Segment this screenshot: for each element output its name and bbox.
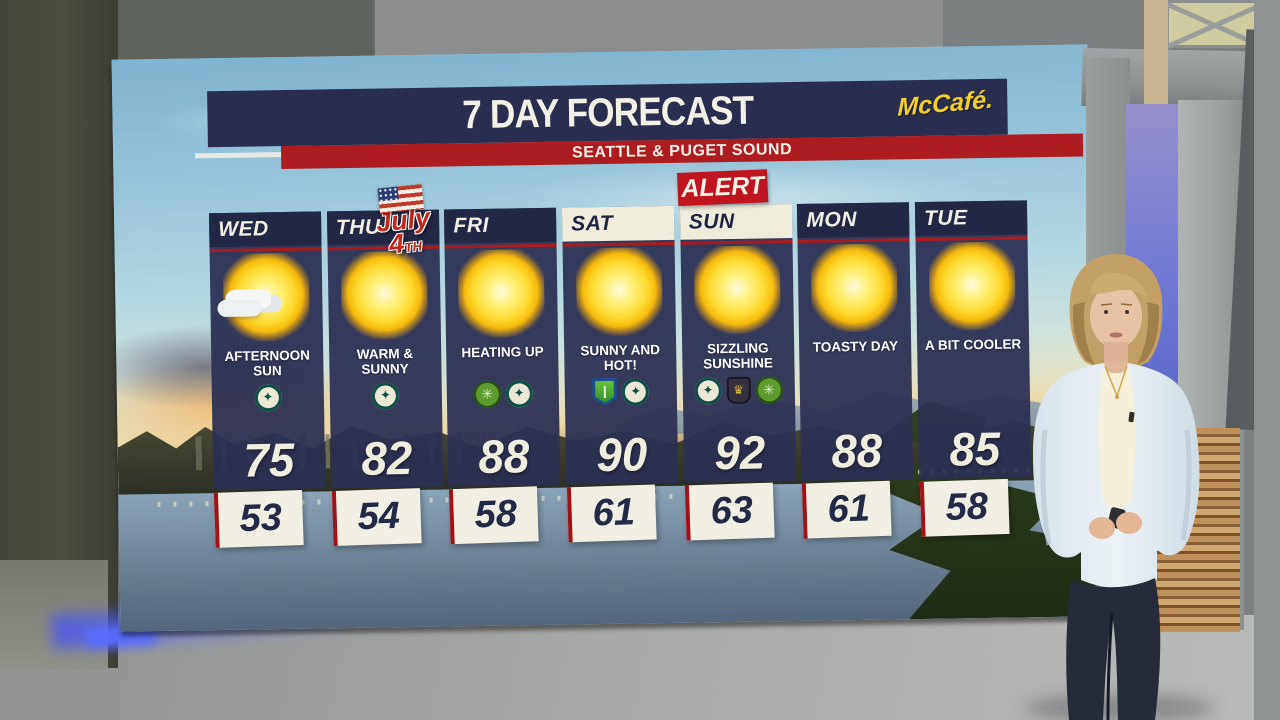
high-temp: 82	[360, 431, 413, 485]
high-temp: 75	[243, 432, 295, 487]
studio-right-wall	[1254, 0, 1280, 720]
wood-strip	[1144, 0, 1168, 112]
forecast-day-column: SAT SUNNY AND HOT! 90 61	[561, 205, 679, 543]
sun-icon	[457, 248, 546, 339]
low-temp: 61	[802, 480, 892, 539]
mariners-logo	[694, 376, 722, 405]
condition-text: SIZZLING SUNSHINE	[703, 340, 774, 372]
cross-braced-panel	[1166, 0, 1258, 48]
sun-icon	[217, 252, 311, 342]
team-logos	[565, 376, 677, 408]
weather-presenter	[1005, 250, 1220, 720]
july-4th-graphic: July 4TH	[355, 182, 450, 262]
low-temp: 58	[449, 486, 539, 545]
header-accent-line	[680, 240, 793, 245]
day-label: FRI	[444, 207, 557, 244]
day-label: TUE	[914, 200, 1028, 237]
mariners-logo	[254, 383, 282, 411]
mccafe-logo: McCafé.	[897, 85, 994, 122]
reign-logo	[726, 376, 751, 404]
sun-icon	[575, 247, 663, 337]
condition-text: HEATING UP	[461, 343, 544, 361]
day-label: SAT	[561, 205, 675, 242]
header-accent-line	[209, 247, 322, 253]
team-logos	[329, 380, 441, 412]
low-temp: 58	[919, 478, 1010, 537]
mariners-logo	[371, 381, 400, 410]
sounders-round-logo	[755, 375, 783, 404]
low-temp: 61	[566, 484, 657, 543]
high-temp: 90	[596, 427, 648, 482]
team-logos	[682, 374, 794, 406]
low-temp: 54	[331, 488, 422, 547]
sun-icon	[340, 250, 428, 341]
forecast-day-column: FRI HEATING UP 88 58	[444, 207, 561, 545]
page-title: 7 DAY FORECAST	[461, 88, 754, 137]
forecast-day-column: MON TOASTY DAY 88 61	[797, 202, 914, 539]
cloud-icon	[217, 299, 262, 318]
condition-text: TOASTY DAY	[812, 338, 899, 355]
video-wall: 7 DAY FORECAST McCafé. SEATTLE & PUGET S…	[111, 44, 1097, 632]
us-flag-icon	[377, 184, 424, 214]
mariners-logo	[505, 379, 533, 408]
header-accent-line	[915, 236, 1028, 242]
header-accent-line	[797, 238, 910, 243]
low-temp: 53	[213, 490, 304, 548]
high-temp: 92	[713, 425, 766, 480]
condition-text: SUNNY AND HOT!	[580, 342, 661, 374]
sounders-round-logo	[473, 380, 501, 408]
header-accent-line	[444, 243, 557, 249]
forecast-day-column: WED AFTERNOON SUN 75 53	[208, 211, 326, 548]
mariners-logo	[622, 377, 650, 406]
sun-icon	[928, 241, 1016, 331]
day-label: SUN	[679, 204, 793, 240]
sun-icon	[810, 243, 899, 333]
high-temp: 88	[831, 423, 883, 478]
sounders-shield-logo	[592, 378, 617, 406]
low-temp: 63	[684, 482, 775, 541]
day-label: MON	[797, 202, 910, 238]
high-temp: 88	[478, 429, 530, 483]
header-accent-line	[562, 241, 675, 247]
studio-left-wall	[0, 0, 118, 668]
day-label: WED	[208, 211, 322, 248]
forecast-day-column: July 4TH THU WARM & SUNNY 82 54	[326, 184, 443, 547]
studio-ceiling	[0, 0, 1280, 60]
team-logos	[212, 381, 324, 413]
sun-icon	[693, 245, 781, 335]
condition-text: AFTERNOON SUN	[224, 347, 311, 379]
forecast-day-column: ALERT SUN SIZZLING SUNSHINE 92 63	[676, 169, 796, 541]
team-logos	[800, 372, 912, 404]
condition-text: WARM & SUNNY	[356, 346, 414, 377]
forecast-columns: WED AFTERNOON SUN 75 53 July 4TH THU WAR…	[208, 169, 1032, 553]
team-logos	[447, 378, 559, 410]
alert-badge: ALERT	[676, 169, 768, 206]
